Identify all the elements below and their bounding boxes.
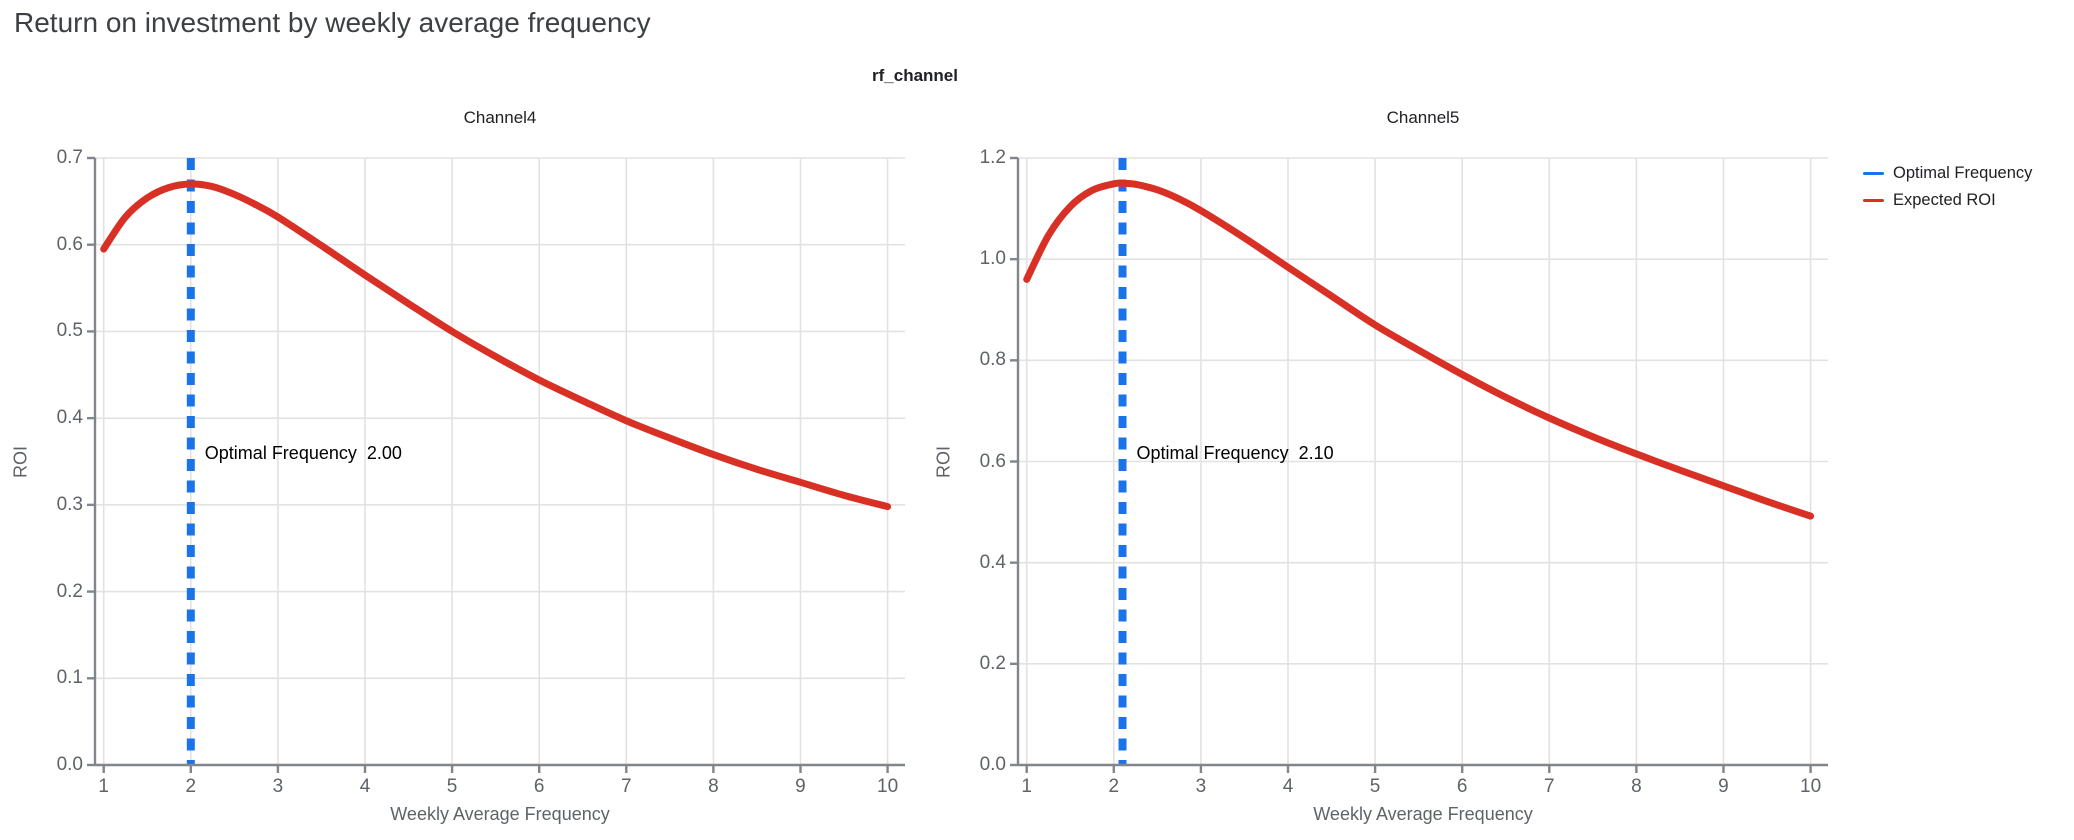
legend-label: Expected ROI bbox=[1893, 191, 1996, 209]
x-tick-label: 8 bbox=[1631, 776, 1642, 797]
x-tick-label: 6 bbox=[1456, 776, 1468, 797]
legend-item-optimal-frequency[interactable]: Optimal Frequency bbox=[1863, 160, 2032, 187]
x-tick-label: 9 bbox=[1718, 776, 1729, 797]
x-tick-label: 2 bbox=[185, 776, 197, 797]
chart-svg-channel4 bbox=[87, 156, 905, 773]
chart-panel-channel5: Channel5 0.0 0.2 0.4 0.6 0.8 1.0 1.2 1 2 3 4 5 6 7 8 9 10… bbox=[934, 108, 1828, 824]
expected-roi-curve bbox=[100, 180, 892, 511]
x-axis-title: Weekly Average Frequency bbox=[1313, 804, 1533, 824]
plot-area-channel4 bbox=[87, 156, 905, 773]
x-tick-label: 6 bbox=[533, 776, 545, 797]
legend: Optimal Frequency Expected ROI bbox=[1863, 160, 2032, 214]
y-tick-label: 0.1 bbox=[56, 667, 83, 689]
x-tick-label: 3 bbox=[272, 776, 284, 797]
y-tick-label: 0.5 bbox=[56, 320, 83, 342]
x-tick-label: 10 bbox=[877, 776, 899, 797]
y-tick-label: 0.4 bbox=[56, 407, 83, 429]
chart-title-channel4: Channel4 bbox=[463, 108, 537, 127]
x-tick-label: 4 bbox=[359, 776, 371, 797]
chart-svg-channel5 bbox=[1010, 156, 1828, 773]
y-tick-label: 0.7 bbox=[56, 147, 83, 168]
x-tick-label: 7 bbox=[620, 776, 632, 797]
legend-swatch bbox=[1863, 198, 1884, 203]
optimal-frequency-annotation: Optimal Frequency 2.10 bbox=[1136, 443, 1334, 463]
y-tick-label: 0.6 bbox=[979, 450, 1006, 472]
legend-label: Optimal Frequency bbox=[1893, 164, 2033, 182]
x-axis-title: Weekly Average Frequency bbox=[390, 804, 610, 824]
x-tick-label: 4 bbox=[1282, 776, 1294, 797]
x-tick-label: 10 bbox=[1800, 776, 1822, 797]
x-tick-label: 8 bbox=[708, 776, 719, 797]
x-tick-label: 3 bbox=[1195, 776, 1207, 797]
y-tick-label: 1.2 bbox=[979, 147, 1006, 168]
optimal-frequency-annotation: Optimal Frequency 2.00 bbox=[204, 443, 402, 463]
y-axis-title: ROI bbox=[933, 445, 954, 478]
chart-title-channel5: Channel5 bbox=[1386, 108, 1460, 127]
y-tick-label: 0.2 bbox=[56, 580, 83, 602]
y-tick-label: 0.6 bbox=[56, 233, 83, 255]
y-tick-label: 0.4 bbox=[979, 551, 1006, 573]
legend-item-expected-roi[interactable]: Expected ROI bbox=[1863, 187, 2032, 214]
x-tick-label: 9 bbox=[795, 776, 806, 797]
y-tick-label: 0.0 bbox=[56, 754, 83, 775]
x-tick-label: 1 bbox=[98, 776, 109, 797]
y-tick-label: 0.0 bbox=[979, 754, 1006, 775]
expected-roi-curve bbox=[1023, 179, 1815, 520]
x-tick-label: 7 bbox=[1543, 776, 1555, 797]
legend-swatch bbox=[1863, 171, 1884, 176]
x-tick-label: 5 bbox=[446, 776, 458, 797]
y-tick-label: 1.0 bbox=[979, 248, 1006, 270]
y-tick-label: 0.8 bbox=[979, 349, 1006, 371]
figure-title: rf_channel bbox=[872, 66, 958, 85]
plot-area-channel5 bbox=[1010, 156, 1828, 773]
chart-panel-channel4: Channel4 0.0 0.1 0.2 0.3 0.4 0.5 0.6 0.7 1 2 3 4 5 6 7 8… bbox=[11, 108, 905, 824]
x-tick-label: 2 bbox=[1108, 776, 1120, 797]
y-axis-title: ROI bbox=[10, 445, 31, 478]
page-title: Return on investment by weekly average f… bbox=[14, 7, 651, 38]
y-tick-label: 0.3 bbox=[56, 493, 83, 515]
y-tick-label: 0.2 bbox=[979, 652, 1006, 674]
x-tick-label: 5 bbox=[1369, 776, 1381, 797]
x-tick-label: 1 bbox=[1021, 776, 1032, 797]
